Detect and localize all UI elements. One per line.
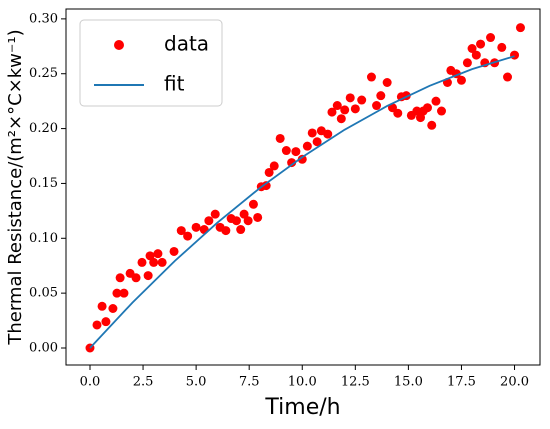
data-point	[471, 50, 481, 60]
data-point	[376, 91, 386, 101]
data-point	[302, 141, 312, 151]
data-point	[143, 271, 153, 281]
y-tick-label: 0.15	[29, 176, 58, 191]
data-point	[327, 107, 337, 117]
x-axis-label: Time/h	[264, 395, 340, 420]
data-point	[119, 288, 129, 298]
data-point	[204, 216, 214, 226]
data-point	[382, 78, 392, 88]
x-tick-label: 0.0	[80, 375, 101, 390]
data-point	[264, 167, 274, 177]
data-point	[145, 251, 155, 261]
data-point	[393, 108, 403, 118]
data-point	[462, 58, 472, 68]
y-tick-label: 0.30	[29, 11, 58, 26]
data-point	[115, 273, 125, 283]
legend-label: fit	[164, 72, 185, 96]
data-point	[467, 43, 477, 53]
data-point	[323, 129, 333, 139]
data-point	[243, 216, 253, 226]
data-point	[236, 225, 246, 235]
x-tick-label: 12.5	[341, 375, 370, 390]
data-point	[261, 181, 271, 191]
y-tick-label: 0.05	[29, 286, 58, 301]
data-point	[221, 226, 231, 236]
data-point	[210, 209, 220, 219]
data-point	[169, 246, 179, 256]
data-point	[275, 133, 285, 143]
y-axis-label: Thermal Resistance/(m²×°C×kw⁻¹)	[5, 29, 26, 345]
data-point	[437, 106, 447, 116]
data-point	[372, 101, 382, 111]
data-point	[92, 320, 102, 330]
data-point	[486, 33, 496, 43]
x-tick-label: 20.0	[500, 375, 529, 390]
data-point	[239, 209, 249, 219]
data-point	[101, 317, 111, 327]
data-point	[291, 147, 301, 157]
data-point	[350, 104, 360, 114]
data-point	[366, 72, 376, 82]
fit-line	[89, 55, 515, 349]
data-point	[503, 72, 513, 82]
data-point	[157, 257, 167, 267]
data-point	[191, 222, 201, 232]
data-point	[357, 95, 367, 105]
data-point	[281, 146, 291, 156]
data-point	[340, 105, 350, 115]
data-point	[336, 114, 346, 124]
data-point	[108, 304, 118, 314]
data-point	[476, 39, 486, 49]
data-point	[248, 199, 258, 209]
y-tick-label: 0.10	[29, 231, 58, 246]
data-point	[497, 42, 507, 52]
y-tick-label: 0.00	[29, 340, 58, 355]
data-point	[422, 103, 432, 113]
x-tick-label: 10.0	[288, 375, 317, 390]
data-point	[183, 231, 193, 241]
x-tick-label: 7.5	[239, 375, 260, 390]
data-point	[312, 137, 322, 147]
data-point	[332, 101, 342, 111]
data-point	[427, 120, 437, 130]
data-point	[97, 301, 107, 311]
legend-marker	[114, 40, 124, 50]
x-tick-label: 17.5	[447, 375, 476, 390]
x-tick-label: 5.0	[186, 375, 207, 390]
data-point	[176, 226, 186, 236]
data-point	[253, 212, 263, 222]
data-point	[510, 50, 520, 60]
data-point	[137, 257, 147, 267]
data-point	[231, 216, 241, 226]
x-tick-label: 2.5	[133, 375, 154, 390]
x-tick-label: 15.0	[394, 375, 423, 390]
data-point	[153, 249, 163, 259]
data-point	[307, 128, 317, 138]
data-point	[131, 273, 141, 283]
data-point	[345, 93, 355, 103]
data-point	[412, 106, 422, 116]
data-point	[287, 158, 297, 168]
data-point	[269, 161, 279, 171]
data-point	[431, 96, 441, 106]
y-tick-label: 0.25	[29, 66, 58, 81]
data-point	[112, 288, 122, 298]
legend-label: data	[164, 32, 209, 56]
data-point	[297, 154, 307, 164]
data-point	[515, 23, 525, 33]
data-point	[149, 257, 159, 267]
data-point	[456, 75, 466, 85]
y-tick-label: 0.20	[29, 121, 58, 136]
plot-frame	[65, 8, 541, 366]
